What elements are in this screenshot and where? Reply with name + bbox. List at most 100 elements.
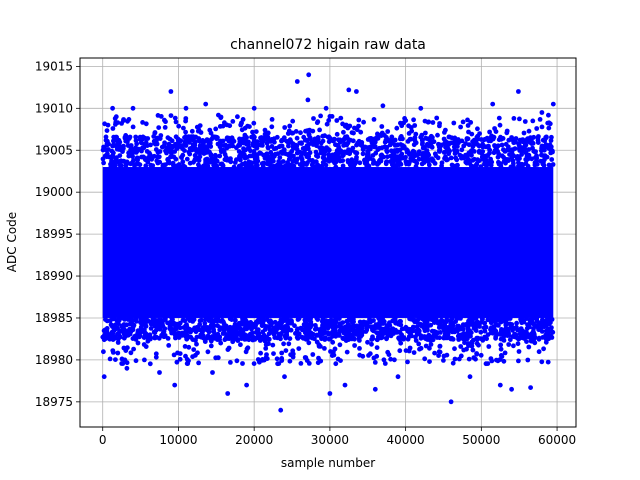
data-point	[351, 130, 356, 136]
data-point	[359, 332, 364, 338]
data-point	[262, 327, 268, 332]
data-point	[180, 152, 186, 158]
data-point	[171, 163, 176, 168]
data-point	[277, 320, 282, 326]
data-point	[546, 333, 552, 338]
data-point	[161, 162, 166, 168]
data-point	[305, 316, 311, 321]
data-point	[183, 334, 189, 339]
data-point	[217, 153, 223, 159]
data-point	[120, 329, 126, 335]
data-point	[174, 359, 180, 365]
data-point	[448, 155, 454, 161]
data-point	[103, 134, 109, 140]
data-point	[475, 126, 480, 132]
data-point	[489, 133, 494, 139]
data-point	[174, 163, 180, 169]
data-point	[285, 317, 291, 323]
data-point	[498, 316, 504, 321]
data-point	[388, 356, 393, 362]
data-point	[220, 138, 226, 144]
data-point	[405, 148, 410, 153]
data-point	[130, 124, 136, 130]
data-point	[529, 156, 535, 162]
data-point	[549, 148, 555, 154]
data-point	[441, 150, 447, 155]
data-point	[510, 147, 515, 153]
outlier-point	[203, 101, 209, 107]
data-point	[430, 120, 436, 125]
data-point	[354, 142, 359, 148]
data-point	[536, 349, 542, 355]
data-point	[504, 147, 510, 153]
data-point	[460, 322, 466, 327]
data-point	[250, 140, 256, 146]
data-point	[395, 320, 401, 326]
data-point	[212, 332, 218, 338]
data-point	[245, 164, 251, 170]
data-point	[340, 320, 346, 325]
data-point	[226, 138, 232, 144]
data-point	[541, 160, 546, 166]
data-point	[452, 151, 458, 157]
data-point	[322, 323, 328, 329]
data-point	[336, 155, 342, 160]
data-point	[101, 160, 106, 166]
outlier-point	[124, 365, 130, 371]
data-point	[346, 148, 351, 154]
data-point	[485, 361, 491, 366]
data-point	[324, 121, 330, 127]
data-point	[187, 326, 193, 332]
data-point	[325, 323, 331, 329]
data-point	[287, 151, 293, 156]
data-point	[156, 125, 162, 130]
data-point	[137, 334, 142, 340]
data-point	[397, 348, 403, 354]
data-point	[548, 320, 553, 325]
data-point	[531, 148, 537, 154]
data-point	[462, 340, 467, 346]
data-point	[501, 358, 507, 364]
data-point	[450, 360, 456, 366]
data-point	[350, 145, 356, 151]
data-point	[530, 140, 536, 146]
data-point	[424, 141, 430, 147]
data-point	[281, 137, 286, 143]
data-point	[188, 334, 194, 340]
data-point	[431, 329, 437, 334]
data-point	[219, 149, 224, 155]
data-point	[208, 316, 214, 322]
data-point	[465, 329, 471, 334]
data-point	[493, 334, 499, 340]
data-point	[208, 343, 214, 349]
data-point	[206, 325, 212, 331]
data-point	[436, 353, 441, 358]
data-point	[177, 351, 183, 356]
data-point	[426, 316, 432, 321]
data-point	[132, 162, 138, 168]
data-point	[414, 328, 420, 334]
outlier-point	[354, 89, 359, 94]
data-point	[314, 153, 319, 159]
data-point	[293, 129, 299, 134]
outlier-point	[497, 382, 503, 388]
data-point	[143, 344, 149, 349]
data-point	[463, 159, 469, 165]
data-point	[391, 328, 396, 333]
data-point	[127, 321, 133, 327]
data-point	[162, 125, 168, 130]
data-point	[148, 142, 153, 148]
data-point	[396, 336, 402, 341]
data-point	[469, 131, 475, 137]
data-point	[235, 114, 240, 120]
outlier-point	[183, 105, 189, 111]
data-point	[238, 157, 243, 163]
data-point	[115, 159, 121, 165]
data-point	[432, 350, 437, 356]
data-point	[162, 333, 168, 338]
data-point	[422, 328, 428, 334]
data-point	[124, 161, 129, 167]
data-point	[215, 141, 221, 147]
data-point	[449, 162, 455, 168]
